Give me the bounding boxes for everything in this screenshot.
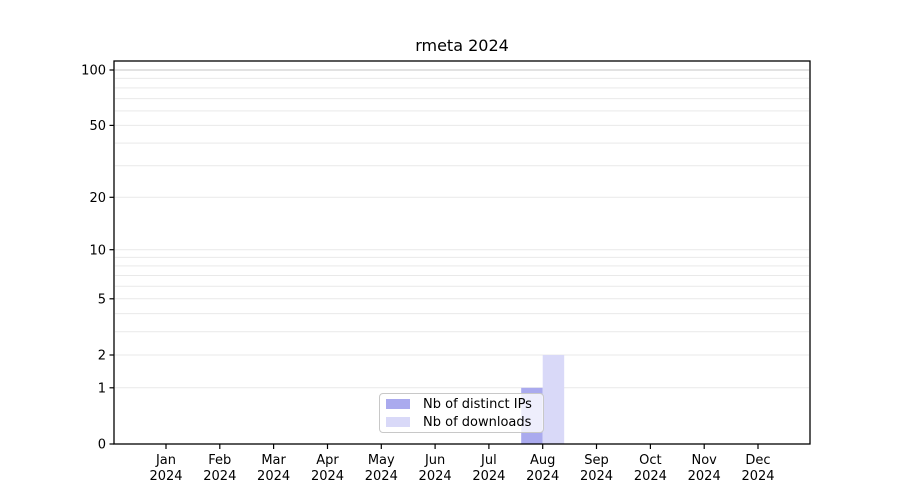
legend-row-distinct-ips: Nb of distinct IPs bbox=[380, 397, 543, 412]
legend-row-downloads: Nb of downloads bbox=[380, 415, 543, 430]
x-tick-label-month: Dec bbox=[745, 453, 770, 468]
bar-aug-series1 bbox=[542, 355, 565, 444]
x-tick-label-month: Sep bbox=[584, 453, 609, 468]
y-tick-label: 1 bbox=[98, 382, 106, 397]
x-tick-label-month: Jun bbox=[424, 453, 445, 468]
plot-frame bbox=[113, 60, 811, 445]
y-tick-label: 0 bbox=[98, 438, 106, 453]
x-tick-label-month: Jan bbox=[155, 453, 176, 468]
legend-label-distinct-ips: Nb of distinct IPs bbox=[423, 396, 532, 412]
x-tick-label-year: 2024 bbox=[419, 469, 452, 484]
y-tick-label: 50 bbox=[89, 119, 106, 134]
x-tick-label-year: 2024 bbox=[149, 469, 182, 484]
legend-label-downloads: Nb of downloads bbox=[423, 414, 532, 430]
x-tick-label-month: Aug bbox=[530, 453, 555, 468]
x-tick-label-month: Jul bbox=[480, 453, 497, 468]
x-tick-label-month: Oct bbox=[639, 453, 661, 468]
x-tick-label-month: Apr bbox=[316, 453, 339, 468]
x-tick-label-year: 2024 bbox=[203, 469, 236, 484]
legend: Nb of distinct IPs Nb of downloads bbox=[379, 393, 544, 433]
y-tick-label: 5 bbox=[98, 293, 106, 308]
downloads-swatch-icon bbox=[386, 417, 410, 427]
x-tick-label-month: Nov bbox=[692, 453, 718, 468]
x-tick-label-year: 2024 bbox=[311, 469, 344, 484]
chart-title: rmeta 2024 bbox=[415, 36, 509, 55]
x-tick-label-year: 2024 bbox=[257, 469, 290, 484]
x-tick-label-year: 2024 bbox=[580, 469, 613, 484]
x-tick-label-year: 2024 bbox=[741, 469, 774, 484]
y-tick-label: 2 bbox=[98, 349, 106, 364]
x-tick-label-month: May bbox=[368, 453, 395, 468]
x-tick-label-year: 2024 bbox=[634, 469, 667, 484]
y-tick-label: 20 bbox=[89, 191, 106, 206]
x-tick-label-year: 2024 bbox=[472, 469, 505, 484]
distinct-ips-swatch-icon bbox=[386, 399, 410, 409]
y-tick-label: 100 bbox=[81, 64, 106, 79]
x-tick-label-month: Feb bbox=[208, 453, 231, 468]
y-tick-label: 10 bbox=[89, 243, 106, 258]
x-tick-label-month: Mar bbox=[261, 453, 286, 468]
x-tick-label-year: 2024 bbox=[688, 469, 721, 484]
x-tick-label-year: 2024 bbox=[526, 469, 559, 484]
x-tick-label-year: 2024 bbox=[365, 469, 398, 484]
